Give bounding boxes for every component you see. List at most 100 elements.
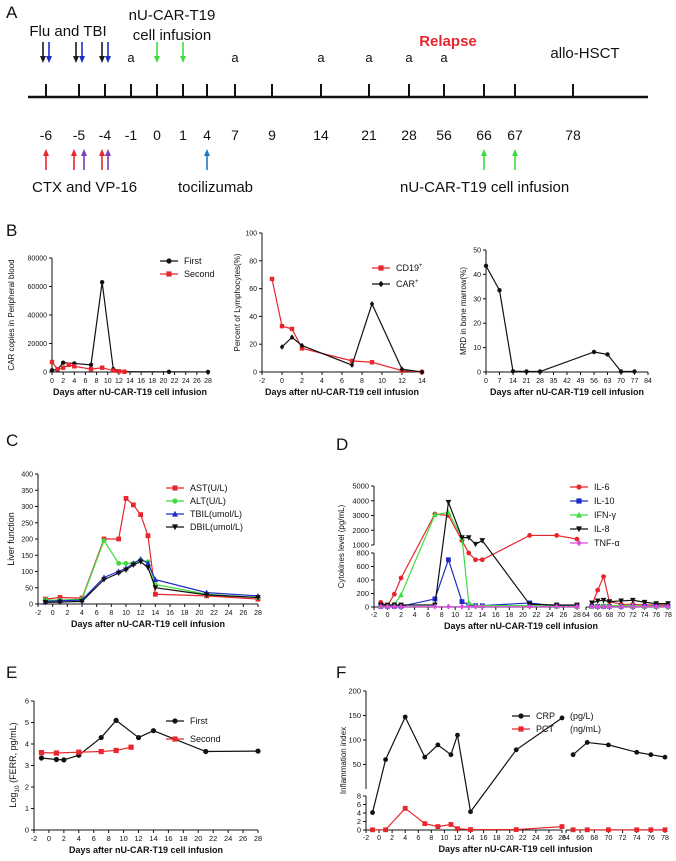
data-point xyxy=(634,749,640,755)
y-tick-label: 20000 xyxy=(28,341,48,348)
data-point xyxy=(632,369,637,374)
y-tick-label: 80 xyxy=(249,258,257,265)
y-tick-label: 20 xyxy=(473,321,481,328)
data-point xyxy=(618,598,624,604)
data-point xyxy=(466,550,472,556)
car-infusion-label: nU-CAR-T19 xyxy=(129,7,216,24)
a-marker: a xyxy=(365,50,373,65)
legend-marker xyxy=(172,524,178,531)
data-point xyxy=(203,748,209,755)
data-point xyxy=(435,824,441,829)
x-tick-label: 24 xyxy=(225,610,233,617)
data-point xyxy=(166,369,172,375)
x-tick-label: 76 xyxy=(647,835,655,842)
data-point xyxy=(116,560,122,566)
x-tick-label: 0 xyxy=(51,610,55,617)
flu-tbi-label: Flu and TBI xyxy=(29,23,106,40)
data-point xyxy=(99,280,105,285)
series-line xyxy=(45,558,259,602)
data-point xyxy=(554,603,560,610)
y-tick-label: 50 xyxy=(353,760,361,769)
timeline-day: 7 xyxy=(231,127,239,143)
timeline-day: -1 xyxy=(125,127,138,143)
timeline-day: 0 xyxy=(153,127,161,143)
data-point xyxy=(369,360,375,365)
x-tick-label: 64 xyxy=(562,835,570,842)
data-point xyxy=(455,826,460,832)
timeline-day: 67 xyxy=(507,127,523,143)
x-tick-label: 26 xyxy=(560,612,568,619)
data-point xyxy=(468,827,473,832)
x-tick-label: 70 xyxy=(617,378,625,385)
data-point xyxy=(618,603,624,610)
data-point xyxy=(591,349,597,355)
data-point xyxy=(76,749,82,755)
y-tick-label: 150 xyxy=(348,711,361,720)
x-tick-label: 63 xyxy=(604,378,612,385)
x-tick-label: 14 xyxy=(509,378,517,385)
x-tick-label: 8 xyxy=(440,612,444,619)
x-tick-label: 10 xyxy=(451,612,459,619)
series-line xyxy=(45,497,259,600)
x-tick-label: 68 xyxy=(590,835,598,842)
x-tick-label: 6 xyxy=(416,835,420,842)
legend-marker xyxy=(378,280,384,288)
x-tick-label: 8 xyxy=(429,835,433,842)
allo-hsct-label: allo-HSCT xyxy=(550,45,619,62)
x-tick-label: 0 xyxy=(386,612,390,619)
legend-unit: (pg/L) xyxy=(570,711,594,721)
y-tick-label: 200 xyxy=(348,687,361,696)
data-point xyxy=(559,715,565,721)
x-tick-label: 10 xyxy=(104,378,112,385)
legend-unit: (ng/mL) xyxy=(570,724,601,734)
x-tick-label: 20 xyxy=(195,610,203,617)
x-tick-label: 28 xyxy=(254,834,262,843)
timeline-day: 4 xyxy=(203,127,211,143)
x-tick-label: 0 xyxy=(50,378,54,385)
x-tick-label: 42 xyxy=(563,378,571,385)
x-tick-label: 74 xyxy=(633,835,641,842)
x-tick-label: 2 xyxy=(62,834,66,843)
x-tick-label: 72 xyxy=(629,612,637,619)
data-point xyxy=(662,754,668,760)
y-tick-label: 2 xyxy=(25,783,29,792)
data-point xyxy=(279,323,285,329)
data-point xyxy=(419,369,425,375)
y-tick-label: 250 xyxy=(21,520,33,527)
x-tick-label: 6 xyxy=(340,378,344,385)
timeline-day: 1 xyxy=(179,127,187,143)
data-point xyxy=(88,366,94,372)
x-tick-label: 6 xyxy=(83,378,87,385)
data-point xyxy=(524,369,529,374)
timeline-day: -5 xyxy=(73,127,86,143)
y-tick-label: 0 xyxy=(29,602,33,609)
x-tick-label: 70 xyxy=(605,835,613,842)
data-point xyxy=(455,732,460,738)
data-point xyxy=(113,717,119,723)
x-tick-label: 24 xyxy=(182,378,190,385)
data-point xyxy=(79,599,85,605)
timeline-day: 56 xyxy=(436,127,452,143)
x-tick-label: 64 xyxy=(582,612,590,619)
x-tick-label: 7 xyxy=(498,378,502,385)
y-tick-label: 40000 xyxy=(28,313,48,320)
legend-marker xyxy=(172,485,178,491)
y-tick-label: 400 xyxy=(21,472,33,479)
legend-label: CAR+ xyxy=(396,279,419,289)
x-tick-label: 22 xyxy=(209,834,217,843)
legend-sup: + xyxy=(415,279,419,285)
data-point xyxy=(472,541,479,548)
data-point xyxy=(448,822,454,827)
y-tick-label: 60000 xyxy=(28,284,48,291)
data-point xyxy=(584,827,590,833)
data-point xyxy=(448,752,454,758)
data-point xyxy=(370,827,375,833)
a-marker: a xyxy=(127,50,135,65)
legend-label: AST(U/L) xyxy=(190,483,228,493)
data-point xyxy=(66,362,71,368)
data-point xyxy=(152,585,159,591)
x-tick-label: 4 xyxy=(77,834,81,843)
y-tick-label: 4 xyxy=(357,809,361,818)
data-point xyxy=(391,591,397,597)
